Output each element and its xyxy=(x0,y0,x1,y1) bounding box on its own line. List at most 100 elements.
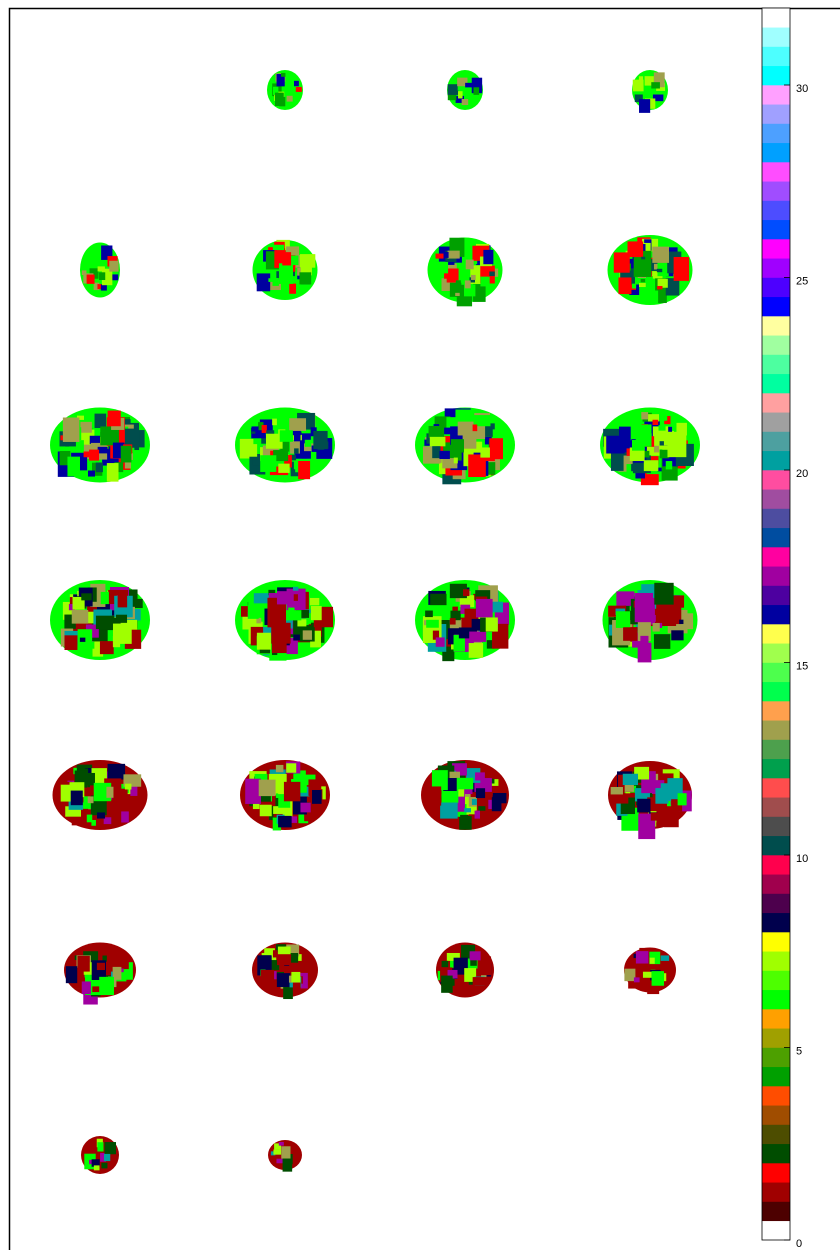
brain-slice xyxy=(64,943,136,1005)
slice-region xyxy=(283,1159,293,1172)
brain-slice xyxy=(50,580,150,660)
colorbar-cell xyxy=(762,855,790,875)
slice-region xyxy=(460,815,468,825)
colorbar-cell xyxy=(762,740,790,760)
slice-region xyxy=(66,966,77,983)
slice-region xyxy=(294,594,298,601)
slice-region xyxy=(651,82,660,88)
slice-region xyxy=(436,254,444,259)
slice-region xyxy=(115,789,128,798)
slice-region xyxy=(101,592,109,604)
slice-region xyxy=(283,986,293,999)
slice-region xyxy=(639,283,646,287)
slice-region xyxy=(96,616,114,629)
slice-region xyxy=(472,619,481,631)
slice-region xyxy=(99,272,105,280)
colorbar-cell xyxy=(762,201,790,221)
slice-region xyxy=(108,764,126,780)
brain-slice xyxy=(428,238,503,307)
slice-region xyxy=(313,431,327,449)
colorbar-cell xyxy=(762,894,790,914)
colorbar-cell xyxy=(762,451,790,471)
slice-region xyxy=(426,620,439,628)
slice-region xyxy=(464,808,471,812)
slice-region xyxy=(480,447,490,457)
slice-region xyxy=(260,805,272,817)
slice-region xyxy=(87,815,92,823)
slice-region xyxy=(248,605,259,619)
slice-region xyxy=(272,642,287,653)
slice-region xyxy=(262,425,267,433)
slice-region xyxy=(652,247,669,263)
slice-region xyxy=(654,583,673,605)
slice-region xyxy=(439,451,449,459)
colorbar-cell xyxy=(762,663,790,683)
colorbar-cell xyxy=(762,393,790,413)
slice-region xyxy=(476,788,485,798)
slice-region xyxy=(440,803,458,819)
slice-region xyxy=(99,977,114,995)
brain-slice xyxy=(268,1140,302,1172)
slice-region xyxy=(294,448,299,453)
brain-slice xyxy=(624,948,676,995)
slice-region xyxy=(257,633,271,650)
slice-region xyxy=(470,951,481,960)
slice-region xyxy=(641,412,648,419)
colorbar-cell xyxy=(762,412,790,432)
brain-slice xyxy=(53,760,148,830)
slice-region xyxy=(473,977,487,986)
colorbar-tick-label: 25 xyxy=(796,275,808,287)
colorbar-tick-label: 30 xyxy=(796,83,808,95)
slice-region xyxy=(469,632,486,642)
slice-region xyxy=(466,260,474,270)
slice-region xyxy=(116,951,121,958)
slice-region xyxy=(116,615,127,623)
slice-region xyxy=(276,765,284,772)
slice-region xyxy=(653,623,660,632)
colorbar-cell xyxy=(762,836,790,856)
slice-region xyxy=(89,450,99,461)
slice-region xyxy=(259,780,276,796)
colorbar-cell xyxy=(762,27,790,47)
slice-region xyxy=(82,270,87,275)
slice-region xyxy=(614,252,630,272)
colorbar-cell xyxy=(762,1221,790,1241)
brain-slice xyxy=(415,580,515,661)
slice-region xyxy=(272,419,277,426)
colorbar-cell xyxy=(762,1009,790,1029)
slice-region xyxy=(81,593,91,600)
slice-region xyxy=(480,277,489,287)
slice-region xyxy=(634,977,640,982)
slice-region xyxy=(454,458,458,464)
slice-region xyxy=(95,414,107,428)
brain-slice xyxy=(235,580,335,661)
slice-region xyxy=(270,269,275,272)
slice-region xyxy=(276,1159,282,1164)
slice-region xyxy=(478,806,485,811)
slice-region xyxy=(104,1142,116,1154)
slice-region xyxy=(312,790,322,804)
colorbar-cell xyxy=(762,509,790,529)
slice-region xyxy=(442,961,449,967)
slice-region xyxy=(294,431,301,441)
slice-region xyxy=(455,778,473,789)
slice-region xyxy=(426,786,442,805)
slice-region xyxy=(293,982,301,991)
slice-region xyxy=(121,446,132,463)
slice-region xyxy=(486,617,498,631)
brain-slice xyxy=(421,760,509,830)
slice-region xyxy=(632,284,636,289)
slice-region xyxy=(639,99,650,113)
slice-region xyxy=(73,594,77,597)
slice-region xyxy=(100,641,114,654)
slice-region xyxy=(678,793,687,805)
slice-region xyxy=(633,80,644,92)
slice-region xyxy=(674,257,689,281)
slice-region xyxy=(667,432,686,457)
slice-region xyxy=(277,954,291,965)
slice-region xyxy=(90,436,100,444)
slice-region xyxy=(126,800,135,807)
slice-region xyxy=(456,280,461,285)
slice-region xyxy=(632,440,645,451)
slice-region xyxy=(636,951,649,963)
